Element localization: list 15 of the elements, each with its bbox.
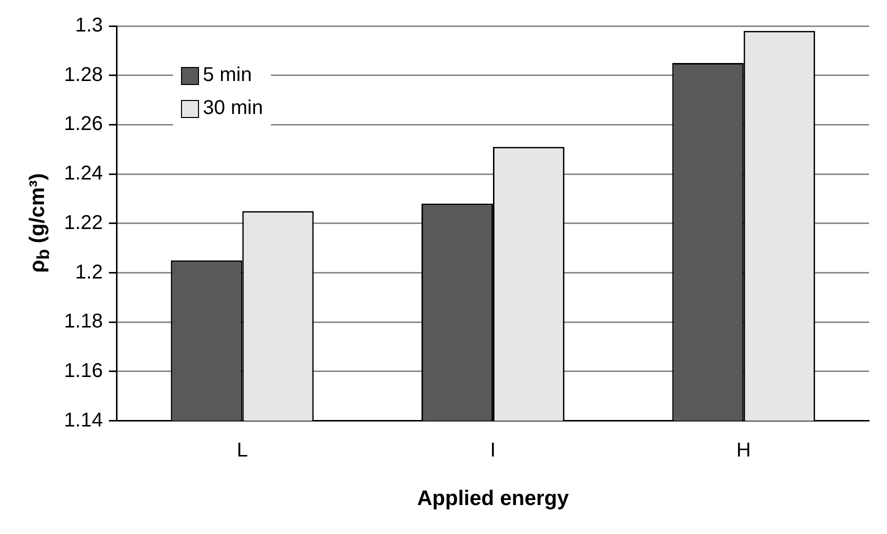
legend-label: 5 min [202,64,252,87]
y-tick-label: 1.14 [64,409,103,432]
y-tick-label: 1.26 [64,113,103,136]
y-tick-label: 1.2 [75,261,103,284]
x-tick-label: L [236,439,248,462]
y-tick-label: 1.28 [64,64,103,86]
x-tick-label: H [736,439,751,462]
x-tick-label: I [490,439,496,462]
y-tick-label: 1.22 [64,212,103,234]
legend-label: 30 min [202,97,263,120]
y-tick-label: 1.18 [64,310,103,333]
y-tick-label: 1.3 [75,14,103,37]
x-axis-title: Applied energy [417,487,570,510]
y-tick-label: 1.16 [64,360,103,382]
y-tick-label: 1.24 [64,162,103,185]
